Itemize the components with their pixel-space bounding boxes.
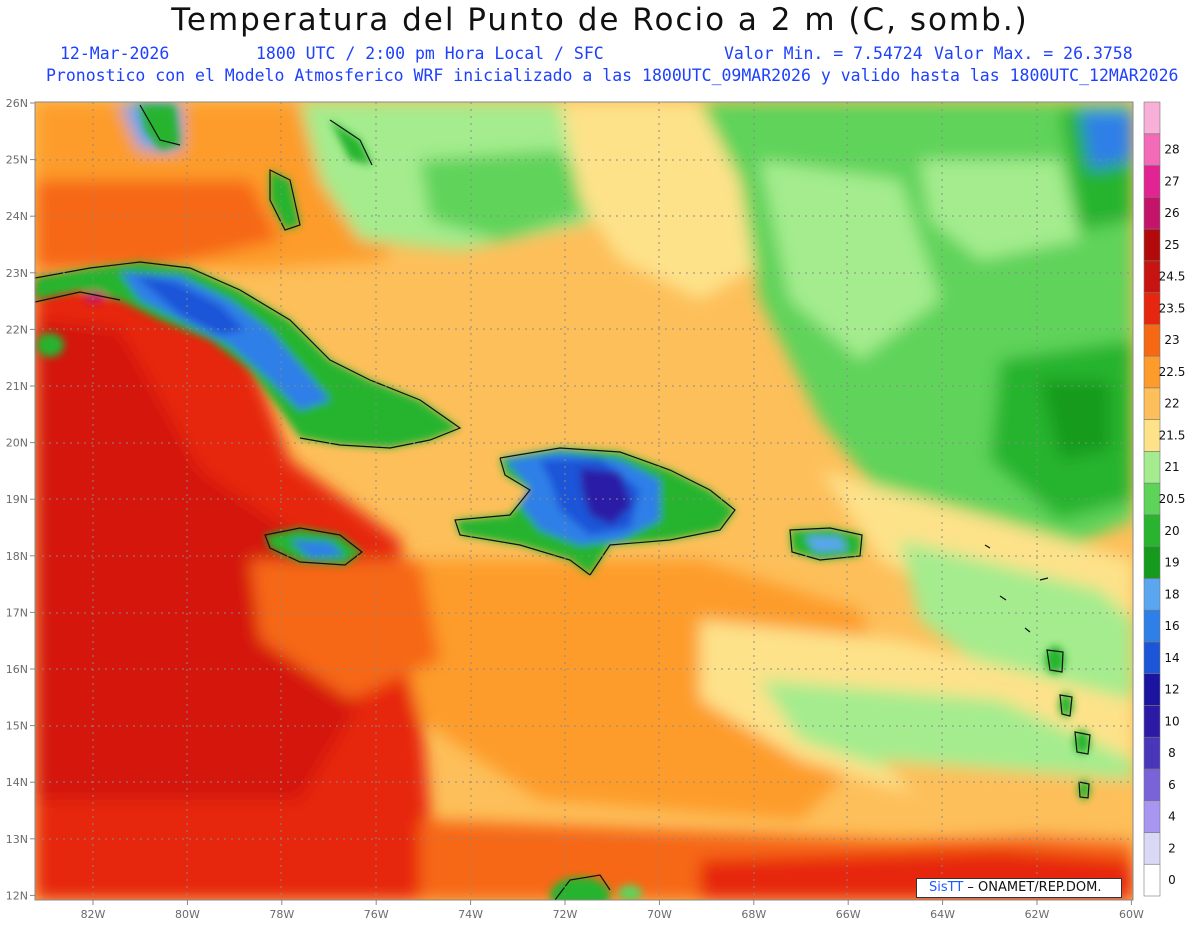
colorbar-swatch	[1143, 514, 1161, 547]
lon-label: 76W	[364, 908, 389, 921]
lat-label: 17N	[6, 606, 28, 619]
colorbar-swatch	[1143, 609, 1161, 643]
colorbar-swatch	[1143, 355, 1161, 389]
lat-label: 22N	[6, 323, 28, 336]
colorbar-label: 16	[1164, 619, 1179, 633]
colorbar-swatch	[1143, 451, 1161, 484]
colorbar-label: 22.5	[1159, 365, 1186, 379]
lon-label: 74W	[458, 908, 483, 921]
lon-label: 72W	[553, 908, 578, 921]
colorbar-label: 25	[1164, 238, 1179, 252]
colorbar-swatch	[1143, 863, 1161, 897]
colorbar-swatch	[1143, 101, 1161, 135]
forecast-date: 12-Mar-2026	[60, 44, 170, 63]
colorbar-label: 20.5	[1159, 492, 1186, 506]
lon-label: 82W	[81, 908, 106, 921]
lon-label: 60W	[1119, 908, 1144, 921]
colorbar: 0 2 4 6 8 10 12 14 16 18 19 20 20.5 21 21.5 22 22.5 23 23.…	[1143, 101, 1186, 897]
max-value: Valor Max. = 26.3758	[934, 44, 1133, 63]
lat-label: 23N	[6, 267, 28, 280]
lat-label: 20N	[6, 437, 28, 450]
lat-label: 26N	[6, 97, 28, 110]
model-description: Pronostico con el Modelo Atmosferico WRF…	[46, 66, 1179, 85]
colorbar-label: 14	[1164, 651, 1179, 665]
longitude-labels: 82W 80W 78W 76W 74W 72W 70W 68W 66W 64W 62W 60W	[81, 900, 1144, 921]
colorbar-swatch	[1143, 736, 1161, 770]
colorbar-label: 20	[1164, 524, 1179, 538]
colorbar-swatch	[1143, 482, 1161, 516]
colorbar-label: 28	[1164, 143, 1179, 157]
colorbar-label: 19	[1164, 556, 1179, 570]
colorbar-swatch	[1143, 768, 1161, 802]
colorbar-label: 2	[1168, 841, 1176, 855]
credit-org: – ONAMET/REP.DOM.	[963, 880, 1102, 895]
colorbar-swatch	[1143, 832, 1161, 865]
colorbar-label: 27	[1164, 174, 1179, 188]
lon-label: 64W	[930, 908, 955, 921]
lon-label: 70W	[647, 908, 672, 921]
colorbar-swatch	[1143, 196, 1161, 230]
colorbar-swatch	[1143, 165, 1161, 198]
colorbar-label: 8	[1168, 746, 1176, 760]
map-title: Temperatura del Punto de Rocio a 2 m (C,…	[171, 2, 1029, 38]
lat-label: 24N	[6, 210, 28, 223]
colorbar-label: 21	[1164, 460, 1179, 474]
colorbar-swatch	[1143, 260, 1161, 293]
lat-label: 12N	[6, 889, 28, 902]
colorbar-swatch	[1143, 387, 1161, 420]
lat-label: 19N	[6, 493, 28, 506]
map-field	[35, 102, 1133, 900]
colorbar-label: 22	[1164, 397, 1179, 411]
min-value: Valor Min. = 7.54724	[724, 44, 923, 63]
colorbar-swatch	[1143, 228, 1161, 262]
lat-label: 21N	[6, 380, 28, 393]
colorbar-swatch	[1143, 419, 1161, 452]
colorbar-swatch	[1143, 578, 1161, 611]
coastlines	[35, 104, 1091, 900]
lon-label: 62W	[1025, 908, 1050, 921]
lat-label: 14N	[6, 776, 28, 789]
lon-label: 66W	[836, 908, 861, 921]
colorbar-label: 21.5	[1159, 428, 1186, 442]
colorbar-swatch	[1143, 546, 1161, 579]
lon-label: 80W	[175, 908, 200, 921]
colorbar-label: 0	[1168, 873, 1176, 887]
colorbar-swatch	[1143, 673, 1161, 706]
lat-label: 18N	[6, 550, 28, 563]
colorbar-swatch	[1143, 324, 1161, 357]
lon-label: 78W	[269, 908, 294, 921]
colorbar-swatch	[1143, 705, 1161, 738]
credit-box: SisTT – ONAMET/REP.DOM.	[916, 878, 1122, 898]
colorbar-swatch	[1143, 133, 1161, 166]
colorbar-label: 26	[1164, 206, 1179, 220]
colorbar-swatch	[1143, 641, 1161, 674]
colorbar-label: 24.5	[1159, 270, 1186, 284]
lat-label: 25N	[6, 154, 28, 167]
colorbar-label: 10	[1164, 714, 1179, 728]
colorbar-swatch	[1143, 292, 1161, 325]
map-frame	[34, 101, 1134, 901]
forecast-time: 1800 UTC / 2:00 pm Hora Local / SFC	[256, 44, 604, 63]
colorbar-label: 18	[1164, 587, 1179, 601]
colorbar-label: 23	[1164, 333, 1179, 347]
lat-label: 13N	[6, 833, 28, 846]
colorbar-swatch	[1143, 800, 1161, 833]
graticule	[35, 102, 1133, 900]
latitude-labels: 26N 25N 24N 23N 22N 21N 20N 19N 18N 17N 16N 15N 14N 1…	[6, 97, 35, 902]
colorbar-label: 6	[1168, 778, 1176, 792]
lon-label: 68W	[741, 908, 766, 921]
colorbar-label: 4	[1168, 810, 1176, 824]
colorbar-label: 12	[1164, 683, 1179, 697]
lat-label: 16N	[6, 663, 28, 676]
lat-label: 15N	[6, 720, 28, 733]
colorbar-label: 23.5	[1159, 301, 1186, 315]
sistt-logo: SisTT	[929, 880, 964, 895]
